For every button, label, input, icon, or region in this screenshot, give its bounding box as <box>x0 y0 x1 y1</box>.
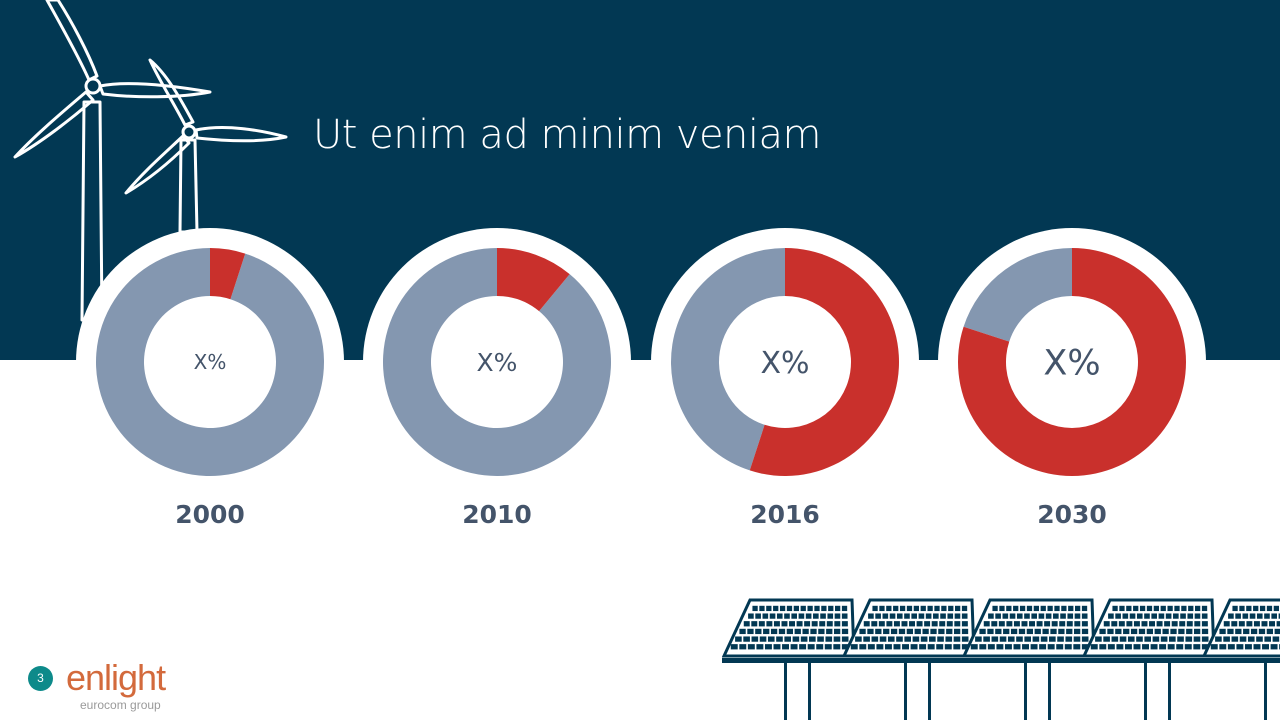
solar-panel-5 <box>1201 598 1280 720</box>
solar-panel-3 <box>961 598 1096 720</box>
solar-panel-2 <box>841 598 976 720</box>
solar-panel-4 <box>1081 598 1216 720</box>
donut-slice-remainder-2030 <box>963 248 1072 342</box>
donut-slice-share-2010 <box>497 248 570 312</box>
logo-wordmark: enlight <box>66 657 166 698</box>
solar-panel-1 <box>722 598 856 720</box>
donut-center-label-2000: X% <box>194 350 227 374</box>
year-label-2030: 2030 <box>1037 500 1107 529</box>
donut-slice-share-2000 <box>210 248 246 300</box>
donut-slice-share-2030 <box>957 248 1186 477</box>
donut-slice-remainder-2016 <box>670 248 785 471</box>
year-label-2010: 2010 <box>462 500 532 529</box>
donut-slice-share-2016 <box>749 248 899 477</box>
solar-panel-icon <box>722 598 1280 720</box>
slide-title: Ut enim ad minim veniam <box>313 112 822 158</box>
donut-slice-remainder-2000 <box>95 248 325 476</box>
donut-slice-remainder-2010 <box>382 248 611 477</box>
page-number-badge: 3 <box>28 666 53 691</box>
donut-center-label-2016: X% <box>760 346 809 381</box>
company-logo: enlight eurocom group <box>66 658 196 714</box>
donut-center-label-2030: X% <box>1043 344 1100 384</box>
wind-turbine-icon <box>13 0 288 322</box>
donut-center-label-2010: X% <box>477 348 518 377</box>
year-label-2000: 2000 <box>175 500 245 529</box>
year-label-2016: 2016 <box>750 500 820 529</box>
logo-tagline: eurocom group <box>80 698 161 712</box>
